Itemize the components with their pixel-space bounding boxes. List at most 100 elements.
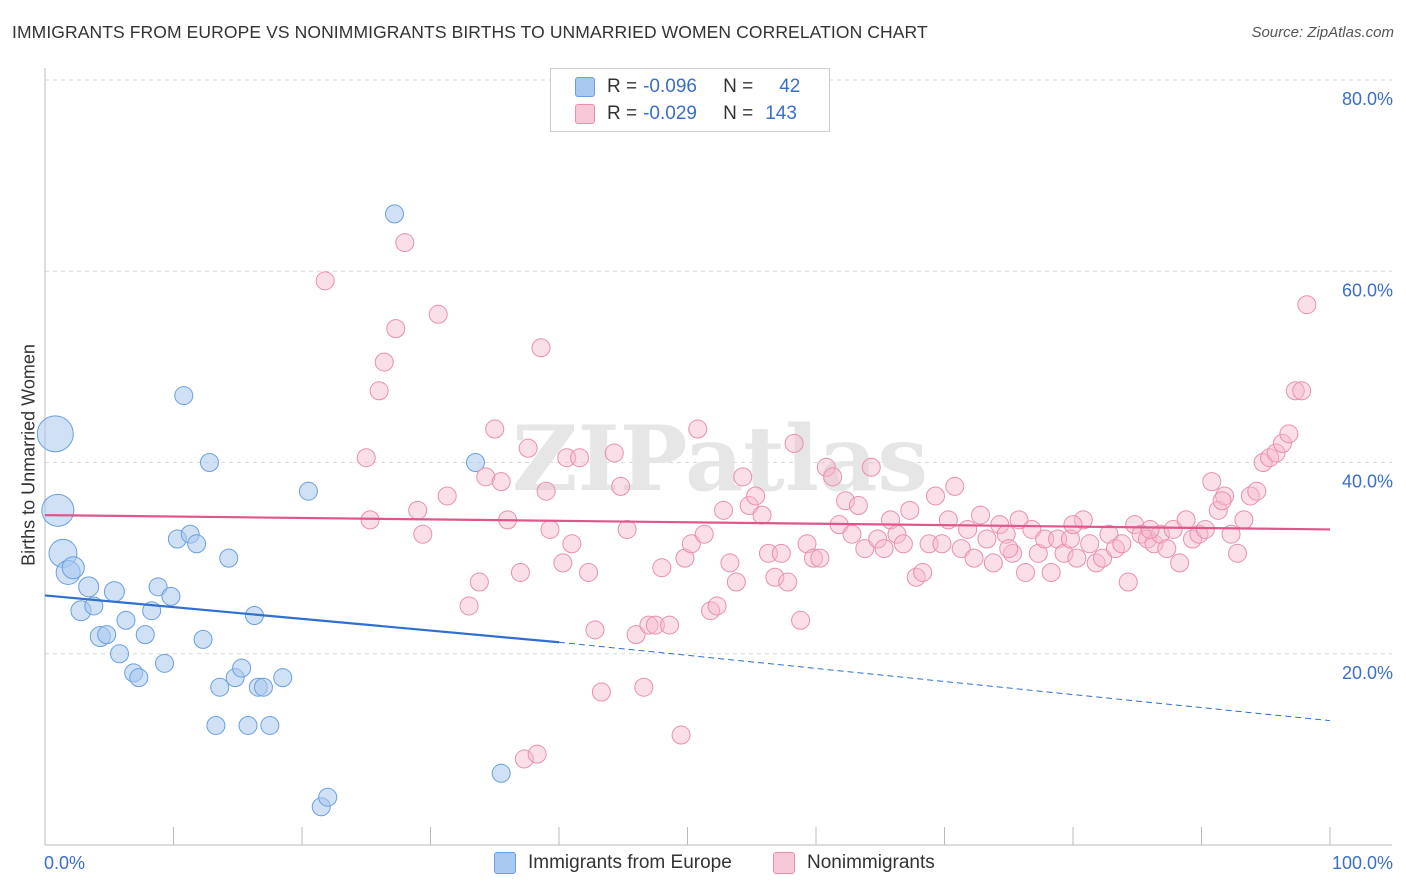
data-point — [713, 500, 733, 520]
data-point — [932, 534, 952, 554]
watermark: ZIPatlas — [512, 406, 928, 512]
data-point — [1125, 515, 1145, 535]
data-point — [315, 271, 335, 291]
data-point — [174, 386, 194, 406]
data-point — [900, 500, 920, 520]
data-point — [491, 472, 511, 492]
x-tick-label: 0.0% — [44, 853, 85, 873]
trend-line-nonimmigrants — [44, 513, 1331, 531]
data-point — [1112, 534, 1132, 554]
data-point — [408, 500, 428, 520]
data-point — [1150, 524, 1170, 544]
data-point — [964, 548, 984, 568]
data-point — [206, 715, 226, 735]
data-point — [626, 625, 646, 645]
data-point — [765, 567, 785, 587]
data-point — [652, 558, 672, 578]
data-point — [797, 534, 817, 554]
data-point — [1140, 519, 1160, 539]
data-point — [491, 763, 511, 783]
data-point — [148, 577, 168, 597]
data-point — [688, 419, 708, 439]
data-point — [1234, 510, 1254, 530]
data-point — [199, 453, 219, 472]
data-point — [41, 493, 75, 527]
legend-swatch-blue — [575, 77, 595, 97]
stats-row-nonimmigrants: R = -0.029 N = 143 — [575, 102, 797, 126]
data-point — [868, 529, 888, 549]
data-point — [1073, 510, 1093, 530]
data-point — [983, 553, 1003, 573]
data-point — [437, 486, 457, 506]
data-point — [36, 415, 74, 453]
data-point — [848, 496, 868, 516]
data-point — [1170, 553, 1190, 573]
n-label: N = — [723, 76, 754, 97]
r-value: -0.029 — [643, 103, 697, 124]
data-point — [778, 572, 798, 592]
data-point — [720, 553, 740, 573]
data-point — [675, 548, 695, 568]
data-point — [591, 682, 611, 702]
data-point — [386, 319, 406, 339]
data-point — [1208, 500, 1228, 520]
y-tick-label: 40.0% — [1342, 472, 1393, 492]
data-point — [465, 453, 485, 472]
legend-label: Nonimmigrants — [807, 852, 935, 873]
data-point — [1080, 534, 1100, 554]
data-point — [823, 467, 843, 487]
data-point — [219, 548, 239, 568]
r-value: -0.096 — [643, 76, 697, 97]
legend-swatch-pink — [575, 104, 595, 124]
series-nonimmigrants — [315, 233, 1317, 769]
data-point — [562, 534, 582, 554]
data-point — [1297, 295, 1317, 315]
tick-labels: 20.0% 40.0% 60.0% 80.0% 0.0% 100.0% — [44, 89, 1393, 873]
data-point — [681, 534, 701, 554]
data-point — [356, 448, 376, 468]
watermark-text: ZIPatlas — [512, 406, 928, 512]
source-label: Source: ZipAtlas.com — [1251, 24, 1394, 41]
data-point — [232, 658, 252, 678]
data-point — [84, 596, 104, 616]
data-point — [639, 615, 659, 635]
trend-line-immigrants — [44, 594, 560, 644]
data-point — [816, 457, 836, 477]
data-point — [579, 562, 599, 582]
chart-title: IMMIGRANTS FROM EUROPE VS NONIMMIGRANTS … — [12, 22, 928, 42]
data-point — [1247, 481, 1267, 501]
data-point — [634, 677, 654, 697]
data-point — [771, 543, 791, 563]
legend-item-immigrants: Immigrants from Europe — [494, 852, 732, 874]
n-value: 143 — [765, 103, 797, 124]
data-point — [1022, 519, 1042, 539]
legend-item-nonimmigrants: Nonimmigrants — [773, 852, 935, 874]
r-label: R = — [607, 76, 638, 97]
data-point — [253, 677, 273, 697]
y-tick-label: 60.0% — [1342, 280, 1393, 300]
data-point — [1157, 539, 1177, 559]
data-point — [836, 491, 856, 511]
data-point — [999, 539, 1019, 559]
data-point — [926, 486, 946, 506]
data-point — [585, 620, 605, 640]
data-point — [707, 596, 727, 616]
data-point — [459, 596, 479, 616]
data-point — [945, 476, 965, 496]
y-tick-label: 20.0% — [1342, 663, 1393, 683]
y-axis-label: Births to Unmarried Women — [18, 344, 39, 566]
data-point — [977, 529, 997, 549]
data-point — [913, 562, 933, 582]
data-point — [428, 304, 448, 324]
data-point — [1176, 510, 1196, 530]
data-point — [842, 524, 862, 544]
data-point — [1163, 519, 1183, 539]
data-point — [617, 519, 637, 539]
data-point — [298, 481, 318, 501]
data-point — [129, 668, 149, 688]
data-point — [671, 725, 691, 745]
data-point — [1028, 543, 1048, 563]
data-point — [951, 539, 971, 559]
data-point — [611, 476, 631, 496]
